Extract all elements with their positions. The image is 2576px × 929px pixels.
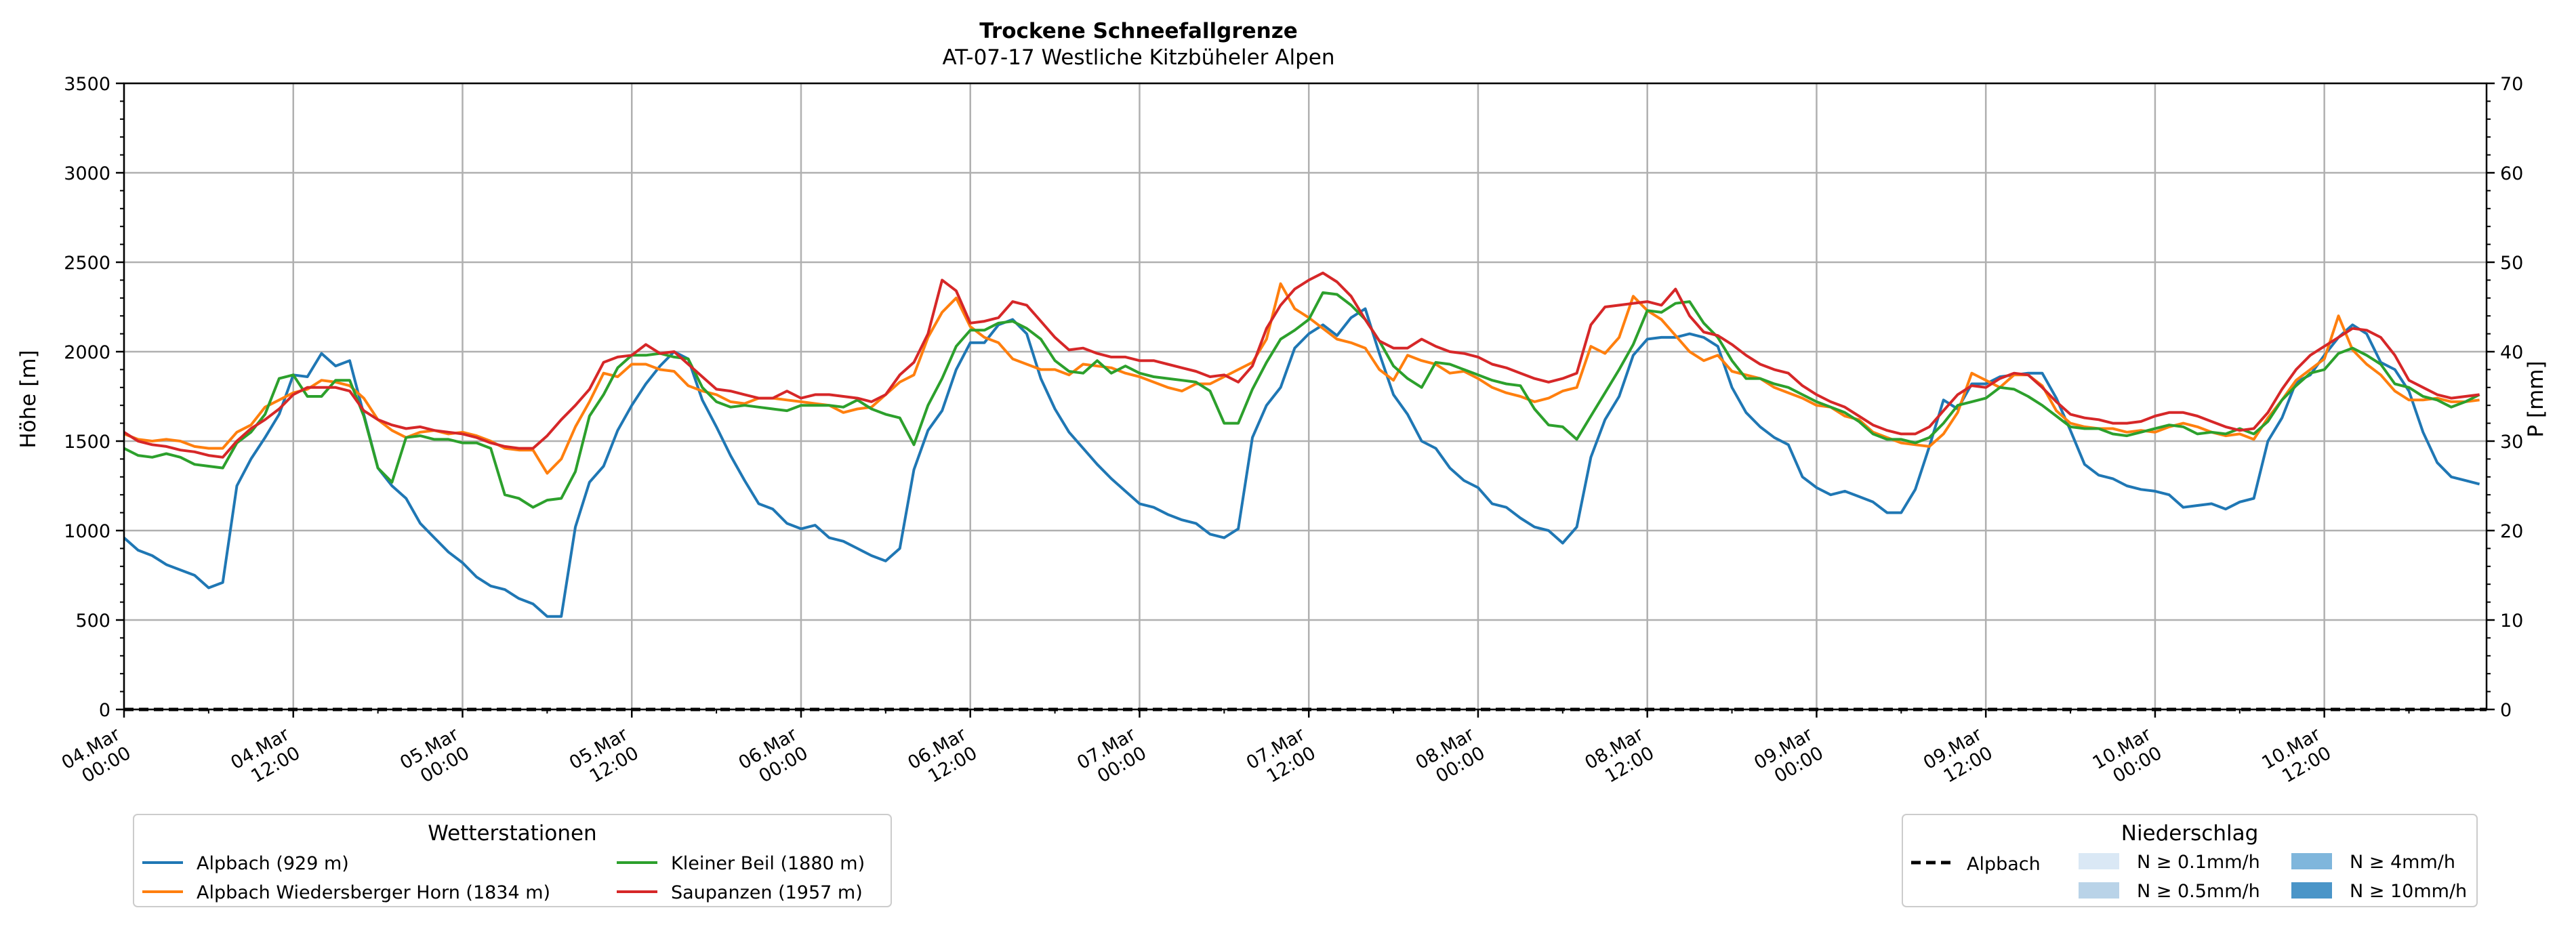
legend-entry-label: Saupanzen (1957 m) — [671, 882, 863, 903]
y-tick-label: 3000 — [64, 163, 110, 184]
chart-subtitle: AT-07-17 Westliche Kitzbüheler Alpen — [943, 45, 1335, 70]
legend-precip-patch-label: N ≥ 4mm/h — [2350, 852, 2455, 873]
legend-precip-patch-label: N ≥ 0.5mm/h — [2137, 881, 2260, 902]
legend-precip-patch — [2079, 853, 2119, 869]
legend-precip-line-label: Alpbach — [1967, 854, 2041, 875]
y-tick-label: 1500 — [64, 432, 110, 453]
y2-tick-label: 30 — [2500, 432, 2523, 453]
y2-axis-label: P [mm] — [2524, 360, 2548, 437]
y2-axis: 0 10 20 30 40 50 60 70 — [2487, 74, 2523, 721]
y-axis-label: Höhe [m] — [16, 350, 41, 448]
chart-title: Trockene Schneefallgrenze — [979, 19, 1298, 43]
y-tick-label: 2000 — [64, 342, 110, 363]
y2-tick-label: 20 — [2500, 521, 2523, 542]
y2-tick-label: 40 — [2500, 342, 2523, 363]
y2-tick-label: 50 — [2500, 253, 2523, 274]
legend-niederschlag: Niederschlag Alpbach N ≥ 0.1mm/h N ≥ 0.5m… — [1902, 814, 2478, 907]
series-lines — [123, 271, 2480, 618]
y-axis: 0 500 1000 1500 2000 2500 3000 3500 — [64, 74, 124, 721]
y-tick-label: 1000 — [64, 521, 110, 542]
y-tick-label: 0 — [99, 700, 110, 721]
series-line-4 — [123, 271, 2480, 459]
y-tick-label: 2500 — [64, 253, 110, 274]
y2-tick-label: 60 — [2500, 163, 2523, 184]
y-tick-label: 500 — [75, 611, 110, 632]
legend-entry-label: Kleiner Beil (1880 m) — [671, 853, 865, 874]
series-line-2 — [123, 282, 2480, 475]
y2-tick-label: 70 — [2500, 74, 2523, 95]
legend-precip-patch — [2079, 882, 2119, 899]
legend-precip-patch — [2291, 882, 2332, 899]
legend-entry-label: Alpbach (929 m) — [197, 853, 349, 874]
legend-precip-patch — [2291, 853, 2332, 869]
series-line-1 — [123, 307, 2480, 618]
legend-precip-patch-label: N ≥ 0.1mm/h — [2137, 852, 2260, 873]
y2-tick-label: 10 — [2500, 611, 2523, 632]
grid-lines — [123, 82, 2487, 711]
legend-precip-patch-label: N ≥ 10mm/h — [2350, 881, 2467, 902]
series-line-3 — [123, 291, 2480, 509]
legend-precip-title: Niederschlag — [2121, 821, 2259, 846]
y-tick-label: 3500 — [64, 74, 110, 95]
plot-frame — [123, 82, 2488, 711]
legend-wetterstationen: Wetterstationen Alpbach (929 m) Alpbach W… — [133, 814, 892, 907]
legend-entry-label: Alpbach Wiedersberger Horn (1834 m) — [197, 882, 550, 903]
y2-tick-label: 0 — [2500, 700, 2512, 721]
legend-stations-title: Wetterstationen — [428, 821, 596, 846]
